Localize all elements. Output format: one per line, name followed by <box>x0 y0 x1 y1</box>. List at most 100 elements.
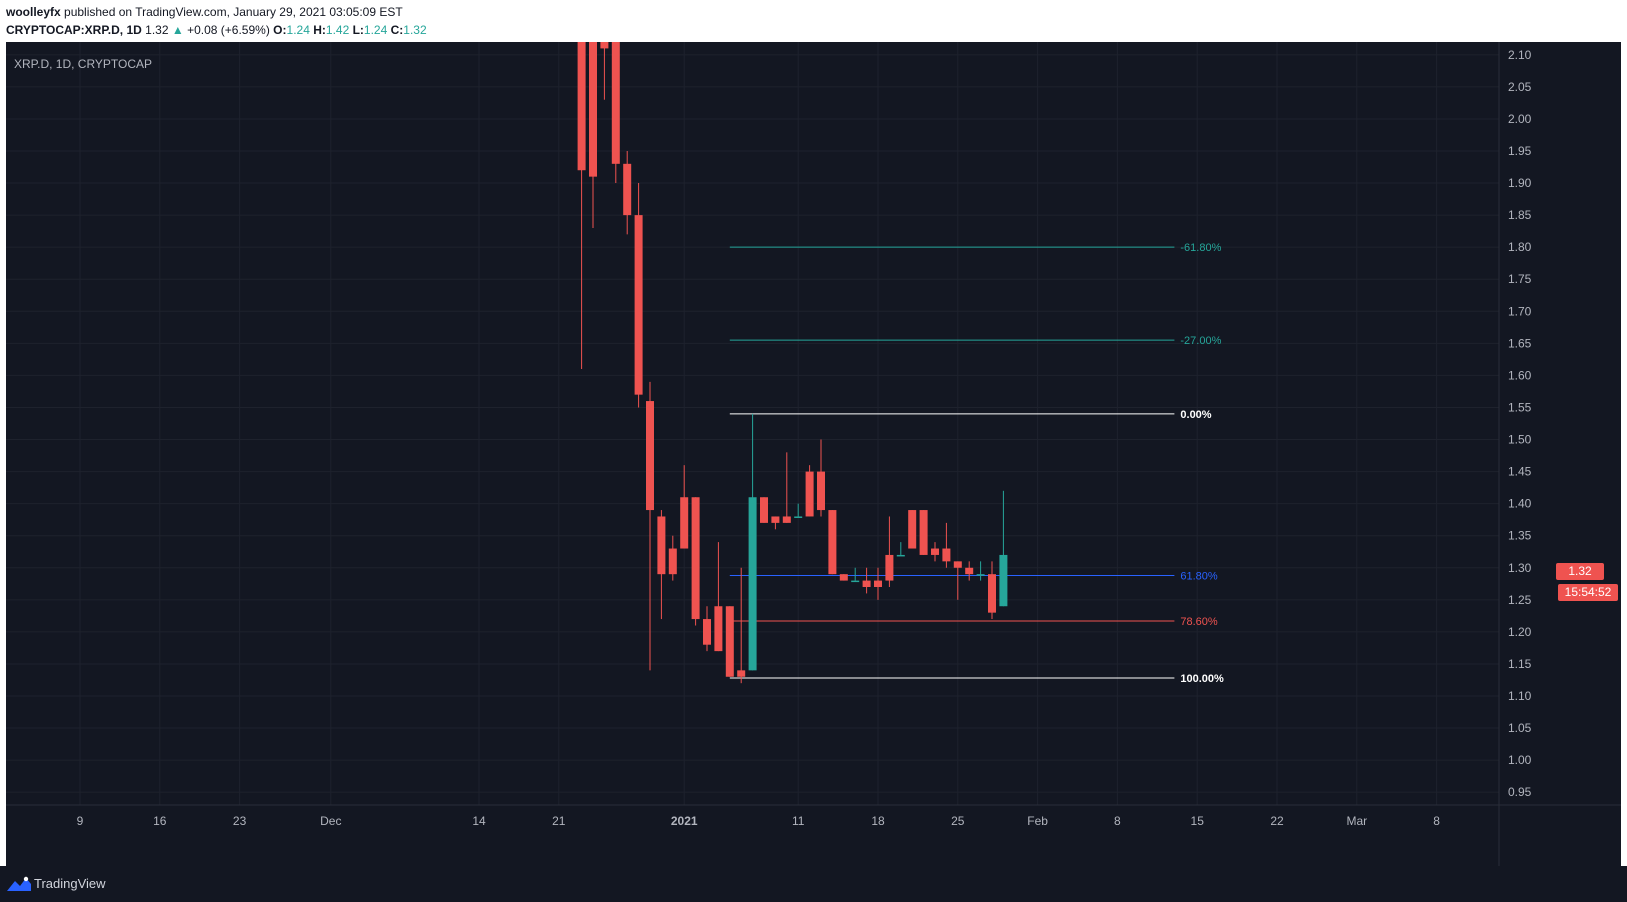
fib-level-label: -27.00% <box>1180 335 1221 347</box>
fib-level-label: 100.00% <box>1180 673 1224 685</box>
candle-body[interactable] <box>976 574 985 576</box>
price-tick-label: 1.45 <box>1508 465 1532 479</box>
close-label: C: <box>390 23 404 37</box>
price-tick-label: 1.65 <box>1508 336 1532 350</box>
candles-group: -61.80% -27.00% 0.00% 61.80% 78.60% 100.00% <box>577 42 1224 685</box>
symbol-ohlc-line: CRYPTOCAP:XRP.D, 1D 1.32 ▲ +0.08 (+6.59%… <box>6 23 427 37</box>
candle-body[interactable] <box>760 497 768 523</box>
time-tick-label: Feb <box>1027 814 1048 828</box>
chart-area[interactable]: -61.80% -27.00% 0.00% 61.80% 78.60% 100.00% 2.… <box>6 42 1621 866</box>
time-tick-label: 18 <box>871 814 885 828</box>
open-value: 1.24 <box>286 23 310 37</box>
price-tick-label: 1.05 <box>1508 721 1532 735</box>
candle-body[interactable] <box>862 580 871 587</box>
high-label: H: <box>313 23 326 37</box>
candle-body[interactable] <box>611 42 620 164</box>
candle-body[interactable] <box>691 497 700 620</box>
fib-level-label: 78.60% <box>1180 616 1218 628</box>
price-tick-label: 1.20 <box>1508 625 1532 639</box>
price-tick-label: 1.50 <box>1508 433 1532 447</box>
fib-level-label: -61.80% <box>1180 242 1221 254</box>
published-text: published on TradingView.com, January 29… <box>64 5 403 19</box>
price-tick-label: 2.00 <box>1508 112 1532 126</box>
footer-bar: TradingView <box>0 866 1627 902</box>
candle-body[interactable] <box>646 401 654 511</box>
candle-body[interactable] <box>737 670 746 677</box>
price-tick-label: 1.00 <box>1508 753 1532 767</box>
candle-body[interactable] <box>771 516 780 523</box>
fib-level-label: 0.00% <box>1180 409 1211 421</box>
candle-body[interactable] <box>885 554 894 581</box>
price-tick-label: 1.55 <box>1508 400 1532 414</box>
tradingview-logo-icon <box>7 876 31 891</box>
candle-body[interactable] <box>794 516 803 518</box>
chart-header: woolleyfx published on TradingView.com, … <box>0 0 1627 42</box>
price-tick-label: 1.80 <box>1508 240 1532 254</box>
time-tick-label: Dec <box>320 814 341 828</box>
symbol-name: CRYPTOCAP:XRP.D, 1D <box>6 23 142 37</box>
price-tick-label: 1.70 <box>1508 304 1532 318</box>
publish-line: woolleyfx published on TradingView.com, … <box>6 5 403 19</box>
price-tick-label: 1.40 <box>1508 497 1532 511</box>
price-tick-label: 1.95 <box>1508 144 1532 158</box>
open-label: O: <box>273 23 287 37</box>
fib-level-label: 61.80% <box>1180 570 1218 582</box>
bar-countdown-tag: 15:54:52 <box>1558 584 1618 601</box>
price-tick-label: 1.75 <box>1508 272 1532 286</box>
candle-body[interactable] <box>725 606 734 677</box>
series-legend[interactable]: XRP.D, 1D, CRYPTOCAP <box>14 57 153 71</box>
time-tick-label: 22 <box>1270 814 1284 828</box>
candle-body[interactable] <box>668 548 677 575</box>
time-tick-label: 14 <box>472 814 486 828</box>
last-price: 1.32 <box>145 23 169 37</box>
price-tick-label: 1.85 <box>1508 208 1532 222</box>
time-tick-label: 15 <box>1191 814 1205 828</box>
time-tick-label: 11 <box>792 814 805 828</box>
candle-body[interactable] <box>965 567 974 575</box>
candle-body[interactable] <box>817 471 825 511</box>
candle-body[interactable] <box>748 497 757 671</box>
candle-body[interactable] <box>623 163 632 216</box>
candle-body[interactable] <box>919 510 928 555</box>
author-name[interactable]: woolleyfx <box>6 5 61 19</box>
time-tick-label: 25 <box>951 814 965 828</box>
candle-body[interactable] <box>577 42 586 171</box>
price-tick-label: 2.10 <box>1508 48 1532 62</box>
time-tick-label: 2021 <box>671 814 698 828</box>
candlestick-chart[interactable]: -61.80% -27.00% 0.00% 61.80% 78.60% 100.00% 2.… <box>6 42 1621 866</box>
price-tick-label: 1.90 <box>1508 176 1532 190</box>
time-tick-label: 8 <box>1114 814 1121 828</box>
candle-body[interactable] <box>999 554 1008 607</box>
price-tick-label: 1.25 <box>1508 593 1532 607</box>
candle-body[interactable] <box>600 42 609 49</box>
candle-body[interactable] <box>942 548 951 562</box>
time-tick-label: 16 <box>153 814 167 828</box>
candle-body[interactable] <box>828 510 837 575</box>
candle-body[interactable] <box>953 561 962 568</box>
candle-body[interactable] <box>657 516 666 575</box>
candle-body[interactable] <box>896 554 905 557</box>
candle-body[interactable] <box>703 619 711 645</box>
low-label: L: <box>352 23 364 37</box>
close-value: 1.32 <box>403 23 427 37</box>
candle-body[interactable] <box>680 497 689 549</box>
candle-body[interactable] <box>931 548 939 555</box>
price-tick-label: 1.15 <box>1508 657 1532 671</box>
brand-name[interactable]: TradingView <box>34 876 106 891</box>
candle-body[interactable] <box>714 606 723 652</box>
low-value: 1.24 <box>363 23 388 37</box>
candle-body[interactable] <box>908 510 917 549</box>
candle-body[interactable] <box>851 580 860 583</box>
candle-body[interactable] <box>874 580 882 587</box>
last-price-tag: 1.32 <box>1556 563 1604 580</box>
candle-body[interactable] <box>839 574 848 581</box>
price-tick-label: 1.10 <box>1508 689 1532 703</box>
candle-body[interactable] <box>988 574 996 613</box>
time-tick-label: 23 <box>233 814 247 828</box>
candle-body[interactable] <box>589 42 597 177</box>
candle-body[interactable] <box>805 471 814 517</box>
candle-body[interactable] <box>634 215 643 395</box>
up-arrow-icon: ▲ <box>171 23 184 37</box>
time-tick-label: Mar <box>1346 814 1367 828</box>
candle-body[interactable] <box>782 516 791 523</box>
